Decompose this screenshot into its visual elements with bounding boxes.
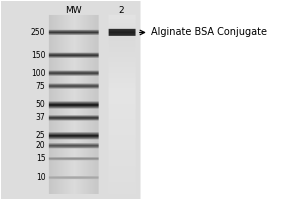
Text: 150: 150 — [31, 51, 45, 60]
Text: 20: 20 — [36, 141, 45, 150]
Text: Alginate BSA Conjugate: Alginate BSA Conjugate — [151, 27, 267, 37]
Text: 2: 2 — [118, 6, 124, 15]
Text: 10: 10 — [36, 173, 45, 182]
Text: MW: MW — [65, 6, 82, 15]
Text: 50: 50 — [36, 100, 45, 109]
Text: 75: 75 — [36, 82, 45, 91]
Text: 250: 250 — [31, 28, 45, 37]
Text: 25: 25 — [36, 131, 45, 140]
Text: 37: 37 — [36, 113, 45, 122]
Text: 100: 100 — [31, 69, 45, 78]
Text: 15: 15 — [36, 154, 45, 163]
